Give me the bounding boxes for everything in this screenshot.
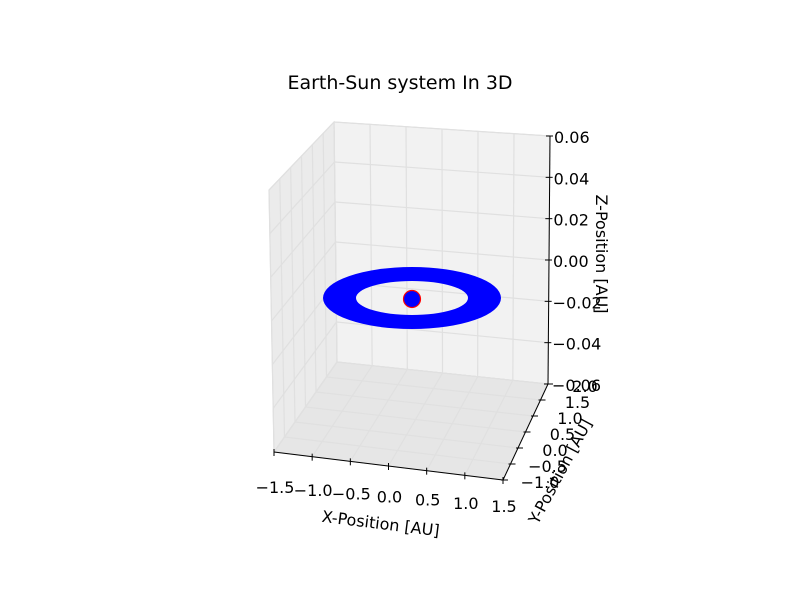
x-tick-label: 1.5 — [491, 497, 516, 516]
x-axis-label: X-Position [AU] — [321, 507, 441, 540]
sun-marker — [404, 291, 421, 308]
z-tick-label: 0.02 — [553, 211, 589, 230]
z-tick-label: −0.04 — [552, 335, 601, 354]
x-tick-label: −1.5 — [256, 478, 295, 497]
z-tick-label: −0.06 — [552, 376, 601, 395]
z-tick-label: 0.00 — [553, 252, 589, 271]
z-tick-label: 0.06 — [554, 128, 590, 147]
x-tick-label: 0.0 — [377, 488, 402, 507]
x-tick-label: 1.0 — [453, 494, 478, 513]
chart-title: Earth-Sun system In 3D — [0, 72, 800, 94]
z-tick-label: 0.04 — [554, 169, 590, 188]
x-tick-label: −0.5 — [332, 484, 371, 503]
x-tick-label: 0.5 — [415, 491, 440, 510]
x-tick-label: −1.0 — [294, 481, 333, 500]
z-axis-label: Z-Position [AU] — [592, 195, 611, 314]
